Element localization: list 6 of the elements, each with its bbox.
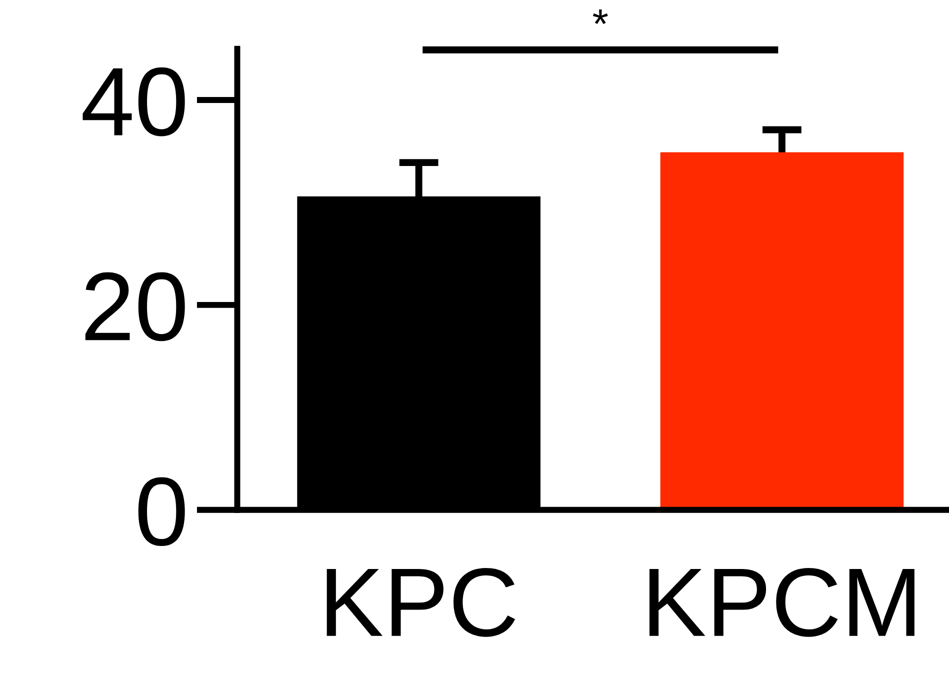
x-tick-label: KPCM <box>649 568 914 637</box>
y-tick-label: 20 <box>85 272 185 342</box>
x-tick-label: KPC <box>326 568 516 637</box>
text: * <box>592 9 608 24</box>
y-tick-label: 40 <box>82 67 185 136</box>
y-tick-label: 0 <box>138 477 185 546</box>
